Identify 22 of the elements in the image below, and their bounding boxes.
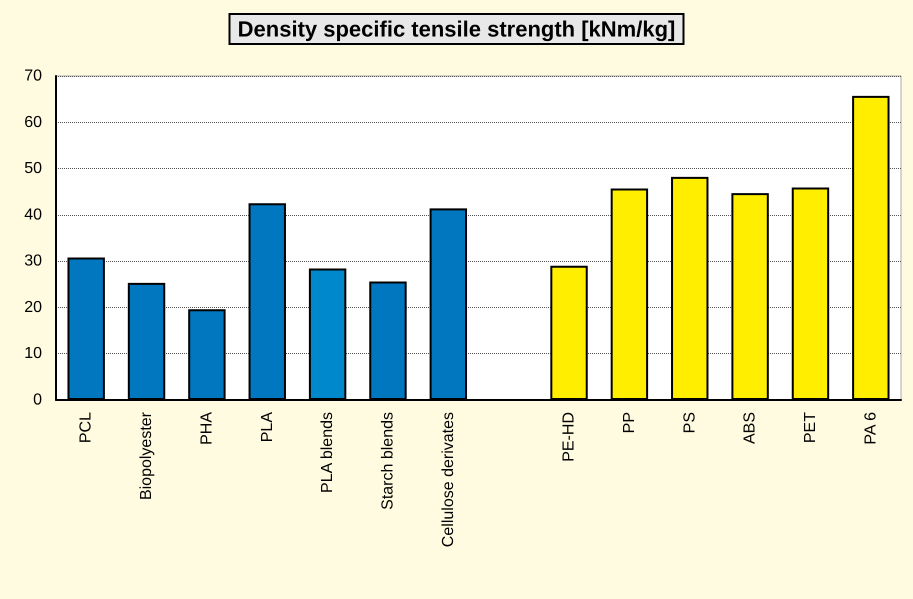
y-tick-label: 40 [24,206,42,224]
y-tick-label: 60 [24,114,42,131]
x-tick-label: Starch blends [379,412,396,510]
x-tick-label: PCL [78,412,95,444]
y-tick-label: 30 [24,252,42,270]
x-tick-label: PLA blends [319,412,336,493]
y-tick-label: 10 [24,345,42,362]
y-tick-label: 70 [24,68,42,84]
x-tick-label: ABS [742,412,759,444]
x-tick-label: PS [681,412,698,434]
x-tick-label: PHA [198,412,216,445]
x-tick-label: PE-HD [560,412,578,462]
x-tick-label: PP [620,412,638,434]
x-tick-label: PET [802,412,819,444]
chart-title: Density specific tensile strength [kNm/kg] [238,16,676,42]
x-tick-label: Biopolyester [138,411,156,500]
y-tick-label: 50 [24,160,42,178]
x-tick-label: Cellulose derivates [440,412,457,548]
x-tick-label: PLA [258,412,276,442]
y-tick-label: 0 [33,392,42,408]
y-tick-label: 20 [24,298,42,316]
x-tick-label: PA 6 [862,412,880,445]
